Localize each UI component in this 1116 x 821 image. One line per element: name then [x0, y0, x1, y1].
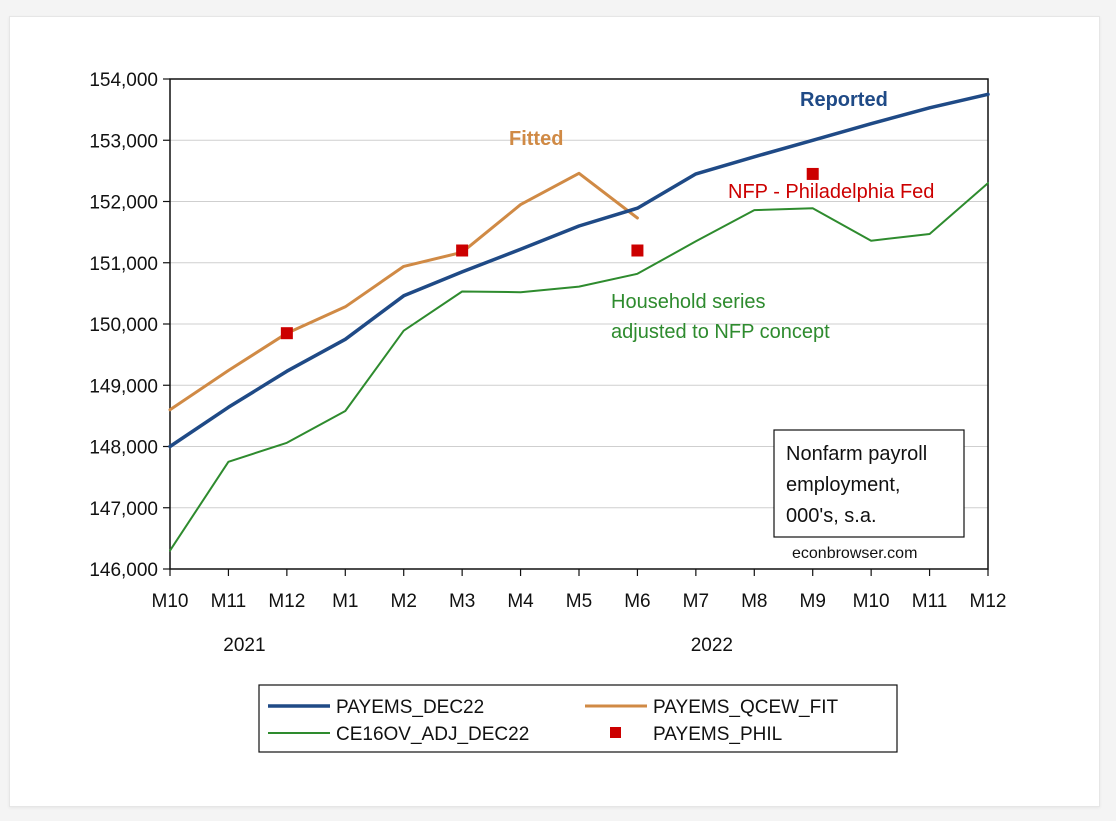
year-label: 2021	[223, 635, 265, 656]
x-tick-label: M4	[507, 591, 534, 612]
x-tick-label: M2	[391, 591, 417, 612]
y-tick-label: 154,000	[89, 70, 158, 91]
annotation-phil: NFP - Philadelphia Fed	[728, 181, 934, 203]
marker-payems-phil	[806, 167, 819, 180]
chart-svg: 146,000 147,000 148,000 149,000 150,000 151,0…	[89, 70, 1007, 753]
legend-label-ce16ov-adj-dec22: CE16OV_ADJ_DEC22	[336, 724, 529, 745]
series-payems-dec22	[168, 92, 990, 449]
info-box-line-3: 000's, s.a.	[786, 505, 877, 527]
x-tick-label: M11	[211, 591, 247, 612]
y-tick-label: 150,000	[89, 315, 158, 336]
legend-label-payems-phil: PAYEMS_PHIL	[653, 724, 782, 745]
y-tick-label: 149,000	[89, 376, 158, 397]
y-tick-label: 152,000	[89, 193, 158, 214]
marker-payems-phil	[631, 244, 644, 257]
y-axis: 146,000 147,000 148,000 149,000 150,000 151,0…	[89, 70, 170, 581]
legend: PAYEMS_DEC22 PAYEMS_QCEW_FIT CE16OV_ADJ_…	[258, 684, 898, 753]
marker-payems-phil	[280, 327, 293, 340]
annotation-reported: Reported	[800, 89, 888, 111]
marker-payems-phil	[456, 244, 469, 257]
legend-swatch-payems-phil	[610, 727, 621, 738]
legend-label-payems-qcew-fit: PAYEMS_QCEW_FIT	[653, 697, 838, 718]
y-tick-label: 147,000	[89, 499, 158, 520]
year-label: 2022	[691, 635, 733, 656]
info-box-line-1: Nonfarm payroll	[786, 443, 927, 465]
legend-label-payems-dec22: PAYEMS_DEC22	[336, 697, 484, 718]
x-tick-label: M3	[449, 591, 475, 612]
series-payems-qcew-fit	[168, 171, 639, 412]
x-tick-label: M8	[741, 591, 767, 612]
x-axis: M10 M11 M12 M1 M2 M3 M4 M5 M6 M7 M8 M9 M10 M11 M12	[152, 569, 1007, 612]
x-tick-label: M6	[624, 591, 650, 612]
x-tick-label: M10	[152, 591, 189, 612]
series-layer	[168, 92, 990, 552]
x-tick-label: M5	[566, 591, 592, 612]
legend-frame	[258, 684, 898, 753]
annotation-household-line2: adjusted to NFP concept	[611, 321, 830, 343]
annotation-fitted: Fitted	[509, 128, 563, 150]
info-box: Nonfarm payroll employment, 000's, s.a.	[773, 429, 965, 538]
x-tick-label: M9	[800, 591, 826, 612]
x-tick-label: M1	[332, 591, 358, 612]
x-tick-label: M7	[683, 591, 709, 612]
y-tick-label: 153,000	[89, 131, 158, 152]
y-tick-label: 151,000	[89, 254, 158, 275]
chart-card: 146,000 147,000 148,000 149,000 150,000 151,0…	[9, 16, 1100, 807]
source-label: econbrowser.com	[792, 545, 917, 562]
x-tick-label: M10	[853, 591, 890, 612]
x-tick-label: M11	[912, 591, 948, 612]
y-tick-label: 148,000	[89, 438, 158, 459]
series-ce16ov-adj-dec22	[169, 182, 989, 552]
x-tick-label: M12	[970, 591, 1007, 612]
info-box-frame	[773, 429, 965, 538]
x-tick-label: M12	[268, 591, 305, 612]
y-tick-label: 146,000	[89, 560, 158, 581]
info-box-line-2: employment,	[786, 474, 901, 496]
annotation-household-line1: Household series	[611, 291, 766, 313]
year-labels: 2021 2022	[223, 635, 733, 656]
